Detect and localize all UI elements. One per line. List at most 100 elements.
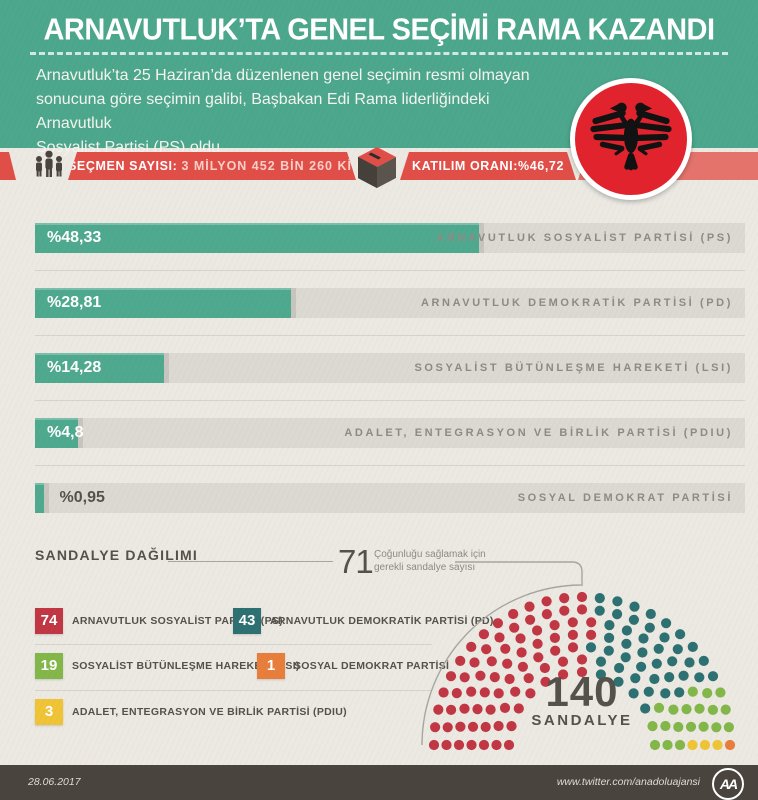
ballot-box-icon <box>354 144 400 195</box>
seat-dot <box>694 672 705 683</box>
intro-line: Sosyalist Partisi (PS) oldu <box>36 139 221 156</box>
seat-dot <box>480 721 491 733</box>
seat-dot <box>502 658 513 669</box>
parliament-seat-chart <box>421 561 736 751</box>
seat-dot <box>594 605 605 616</box>
legend-separator <box>35 690 432 691</box>
seat-dot <box>595 656 607 667</box>
bar-fill <box>35 223 479 253</box>
seat-dot <box>612 596 623 607</box>
footer-bar: 28.06.2017 www.twitter.com/anadoluajansi… <box>0 765 758 800</box>
seat-dot <box>653 643 664 654</box>
seat-dot <box>494 632 505 643</box>
seat-dot <box>681 704 692 715</box>
seat-dot <box>699 739 711 751</box>
seat-dot <box>621 638 632 649</box>
bar-value: %0,95 <box>59 489 105 506</box>
intro-line: Arnavutluk’ta 25 Haziran’da düzenlenen g… <box>36 67 530 84</box>
seat-dot <box>513 703 524 714</box>
seat-dot <box>702 688 713 699</box>
publish-date: 28.06.2017 <box>28 776 81 788</box>
seat-dot <box>603 645 614 656</box>
bar-row: %14,28 SOSYALİST BÜTÜNLEŞME HAREKETİ (LS… <box>35 353 745 383</box>
seat-dot <box>541 596 552 607</box>
bar-value: %4,8 <box>47 424 84 441</box>
twitter-link[interactable]: www.twitter.com/anadoluajansi <box>556 776 700 788</box>
seat-dot <box>621 625 632 636</box>
bar-category: ARNAVUTLUK SOSYALİST PARTİSİ (PS) <box>436 232 733 244</box>
seat-dot <box>559 605 570 616</box>
seat-dot <box>481 644 492 655</box>
seat-dot <box>550 645 561 656</box>
legend-box-lsi: 19 <box>35 653 63 679</box>
seat-dot <box>711 722 722 733</box>
seat-dot <box>628 688 639 699</box>
seat-dot <box>576 591 588 603</box>
bar-fill <box>35 483 44 513</box>
seat-dot <box>653 702 665 713</box>
seat-dot <box>628 614 639 625</box>
bar-edge <box>43 483 49 513</box>
voters-banner: SEÇMEN SAYISI: 3 MİLYON 452 BİN 260 KİŞİ <box>68 152 356 180</box>
seat-dot <box>540 676 551 687</box>
seat-dot <box>645 608 656 620</box>
seat-dot <box>576 654 588 665</box>
majority-number: 71 <box>338 543 374 580</box>
legend-label-pd: ARNAVUTLUK DEMOKRATİK PARTİSİ (PD) <box>270 615 494 627</box>
seat-dot <box>612 609 623 620</box>
voters-icon <box>34 150 64 187</box>
seat-dot <box>557 656 569 667</box>
seat-dot <box>516 647 527 658</box>
seat-dot <box>438 687 449 698</box>
seat-dot <box>453 739 465 751</box>
seat-dot <box>467 721 479 732</box>
seat-dot <box>446 704 457 715</box>
seat-dot <box>442 722 453 733</box>
heading-rule <box>168 561 333 562</box>
seat-dot <box>459 703 470 714</box>
seat-dot <box>672 644 683 655</box>
intro-line: sonucuna göre seçimin galibi, Başbakan E… <box>36 91 490 132</box>
bar-row: %4,8 ADALET, ENTEGRASYON VE BİRLİK PARTİ… <box>35 418 745 448</box>
seat-dot <box>684 657 695 668</box>
seat-dot <box>586 617 597 628</box>
double-headed-eagle-icon <box>590 102 672 171</box>
seat-dot <box>661 618 672 629</box>
voters-label: SEÇMEN SAYISI: <box>68 159 178 173</box>
seat-dot <box>613 676 624 687</box>
seat-dot <box>620 652 631 663</box>
seat-dot <box>433 704 444 715</box>
seat-dot <box>509 622 520 633</box>
seat-dot <box>604 632 615 643</box>
seat-dot <box>491 739 502 751</box>
bar-fill <box>35 418 79 448</box>
bar-category: ADALET, ENTEGRASYON VE BİRLİK PARTİSİ (P… <box>344 427 733 439</box>
bar-fill <box>35 288 291 318</box>
bar-category: SOSYAL DEMOKRAT PARTİSİ <box>517 492 733 504</box>
seat-dot <box>685 721 697 732</box>
row-separator <box>35 400 745 401</box>
dashed-separator <box>30 52 728 55</box>
seat-dot <box>525 614 536 625</box>
seat-dot <box>533 652 544 663</box>
legend-separator <box>35 644 432 645</box>
bar-track: %48,33 ARNAVUTLUK SOSYALİST PARTİSİ (PS) <box>35 223 745 253</box>
bar-value: %28,81 <box>47 294 102 311</box>
seat-dot <box>549 632 560 643</box>
page-title: ARNAVUTLUK’TA GENEL SEÇİMİ RAMA KAZANDI <box>43 13 715 47</box>
seat-dot <box>640 703 651 714</box>
seat-dot <box>567 629 578 640</box>
seat-dot <box>664 672 675 683</box>
seat-dot <box>660 688 671 699</box>
seat-dot <box>499 702 511 713</box>
seat-dot <box>430 722 441 733</box>
intro-paragraph: Arnavutluk’ta 25 Haziran’da düzenlenen g… <box>36 64 556 160</box>
seat-dot <box>687 686 698 697</box>
row-separator <box>35 270 745 271</box>
bar-row: %28,81 ARNAVUTLUK DEMOKRATİK PARTİSİ (PD… <box>35 288 745 318</box>
seat-dot <box>594 593 605 604</box>
legend-label-lsi: SOSYALİST BÜTÜNLEŞME HAREKETİ (LSI) <box>72 660 300 672</box>
row-separator <box>35 465 745 466</box>
seat-dot <box>493 688 504 699</box>
seat-dot <box>707 671 719 682</box>
